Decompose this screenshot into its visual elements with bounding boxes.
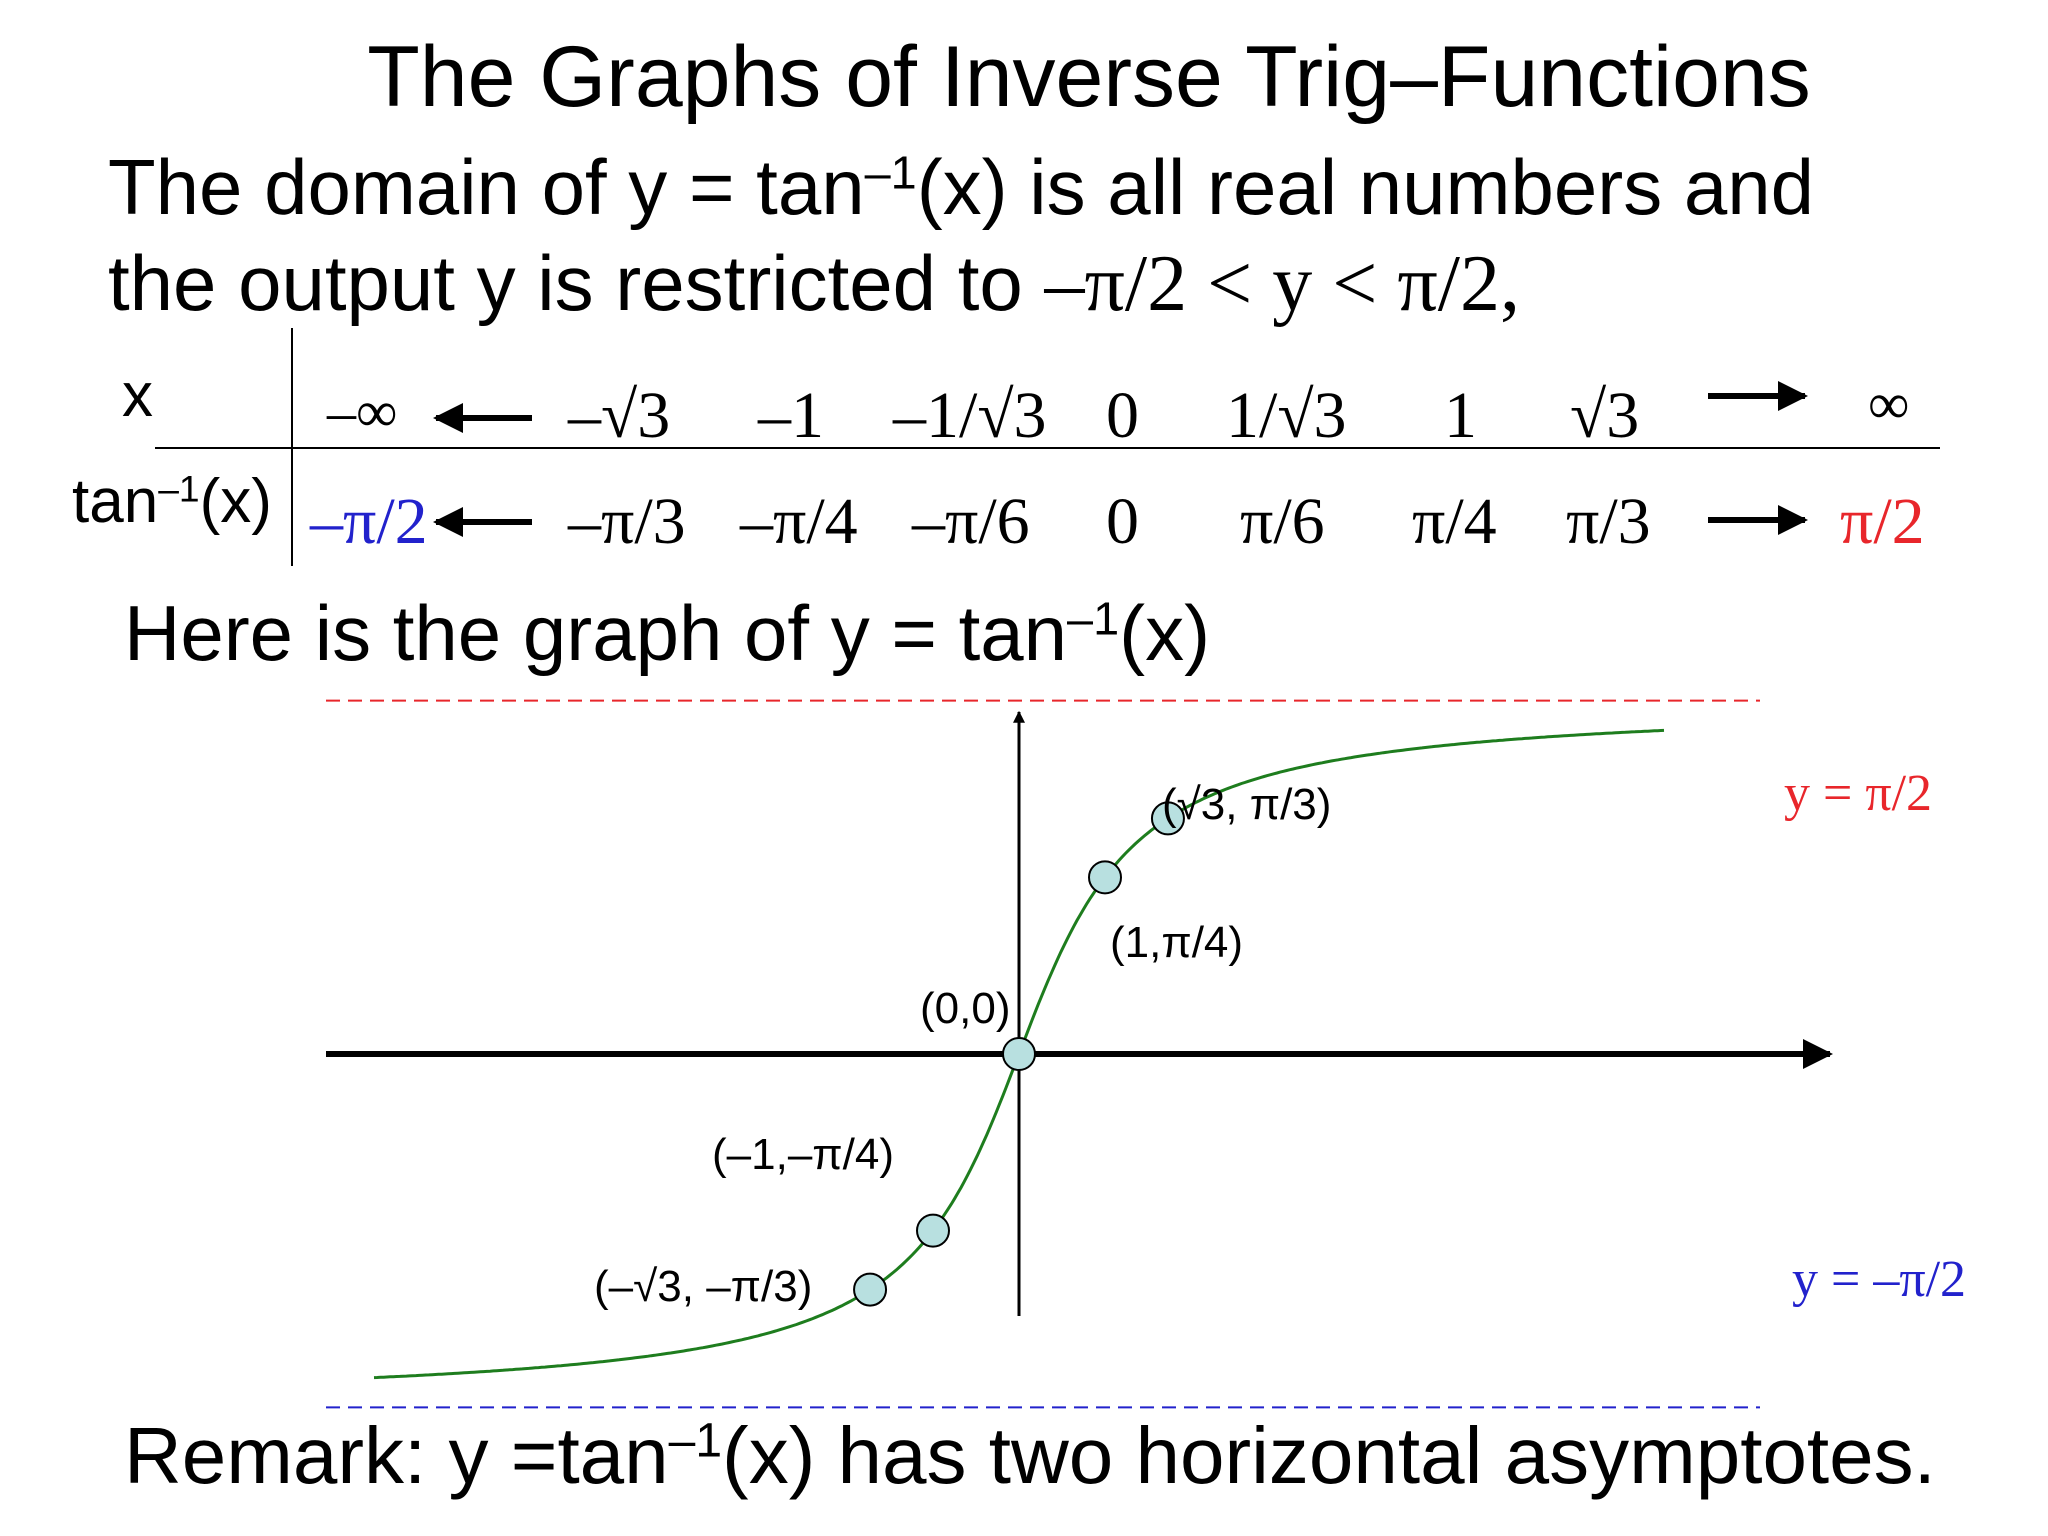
y-cell-pos-limit: π/2 — [1840, 485, 1925, 558]
superscript: –1 — [158, 467, 200, 510]
remark-text: Remark: y =tan — [124, 1411, 669, 1500]
x-cell: 1 — [1444, 379, 1477, 452]
heading-text: (x) — [1119, 589, 1211, 677]
y-cell: 0 — [1106, 485, 1139, 558]
header-text: tan — [72, 467, 159, 536]
y-cell: –π/6 — [912, 485, 1030, 558]
plot-layer — [326, 699, 1760, 1409]
x-cell: √3 — [1570, 379, 1640, 452]
superscript: –1 — [668, 1414, 723, 1468]
remark-text: (x) has two horizontal asymptotes. — [722, 1411, 1936, 1500]
x-cell: 0 — [1106, 379, 1139, 452]
intro-text: The domain of y = tan — [108, 143, 865, 231]
y-cell: π/4 — [1412, 485, 1497, 558]
x-cell: –√3 — [568, 379, 671, 452]
data-point — [1002, 1037, 1036, 1071]
y-cell: –π/4 — [740, 485, 858, 558]
restriction-math: –π/2 < y < π/2, — [1044, 240, 1520, 328]
point-label: (√3, π/3) — [1162, 780, 1332, 829]
data-point — [853, 1272, 888, 1307]
x-cell-neg-infinity: –∞ — [327, 379, 398, 444]
table-y-header: tan–1(x) — [72, 466, 272, 537]
superscript: –1 — [864, 146, 917, 199]
asymptote-label-bottom: y = –π/2 — [1792, 1251, 1967, 1308]
data-point — [916, 1213, 950, 1248]
page-title: The Graphs of Inverse Trig–Functions — [367, 29, 1811, 125]
x-cell-infinity: ∞ — [1868, 371, 1910, 436]
x-cell: –1 — [758, 379, 824, 452]
x-cell: –1/√3 — [893, 379, 1047, 452]
point-label: (–1,–π/4) — [712, 1130, 894, 1179]
header-text: (x) — [199, 467, 272, 536]
y-cell: –π/3 — [568, 485, 686, 558]
superscript: –1 — [1067, 592, 1120, 645]
graph-heading: Here is the graph of y = tan–1(x) — [124, 588, 1210, 679]
intro-line-1: The domain of y = tan–1(x) is all real n… — [108, 142, 1814, 233]
point-label: (–√3, –π/3) — [594, 1262, 813, 1311]
point-label: (0,0) — [920, 984, 1011, 1033]
remark: Remark: y =tan–1(x) has two horizontal a… — [124, 1410, 1936, 1502]
intro-text: (x) is all real numbers and — [916, 143, 1815, 231]
data-point — [1150, 801, 1185, 836]
point-label: (1,π/4) — [1110, 918, 1244, 967]
y-cell: π/3 — [1566, 485, 1651, 558]
intro-text: the output y is restricted to — [108, 239, 1045, 327]
data-point — [1088, 860, 1122, 895]
y-cell-neg-limit: –π/2 — [310, 485, 428, 558]
table-x-header: x — [122, 361, 153, 430]
x-cell: 1/√3 — [1226, 379, 1347, 452]
heading-text: Here is the graph of y = tan — [124, 589, 1068, 677]
asymptote-label-top: y = π/2 — [1784, 765, 1933, 822]
intro-line-2: the output y is restricted to –π/2 < y <… — [108, 238, 1520, 330]
y-cell: π/6 — [1240, 485, 1325, 558]
